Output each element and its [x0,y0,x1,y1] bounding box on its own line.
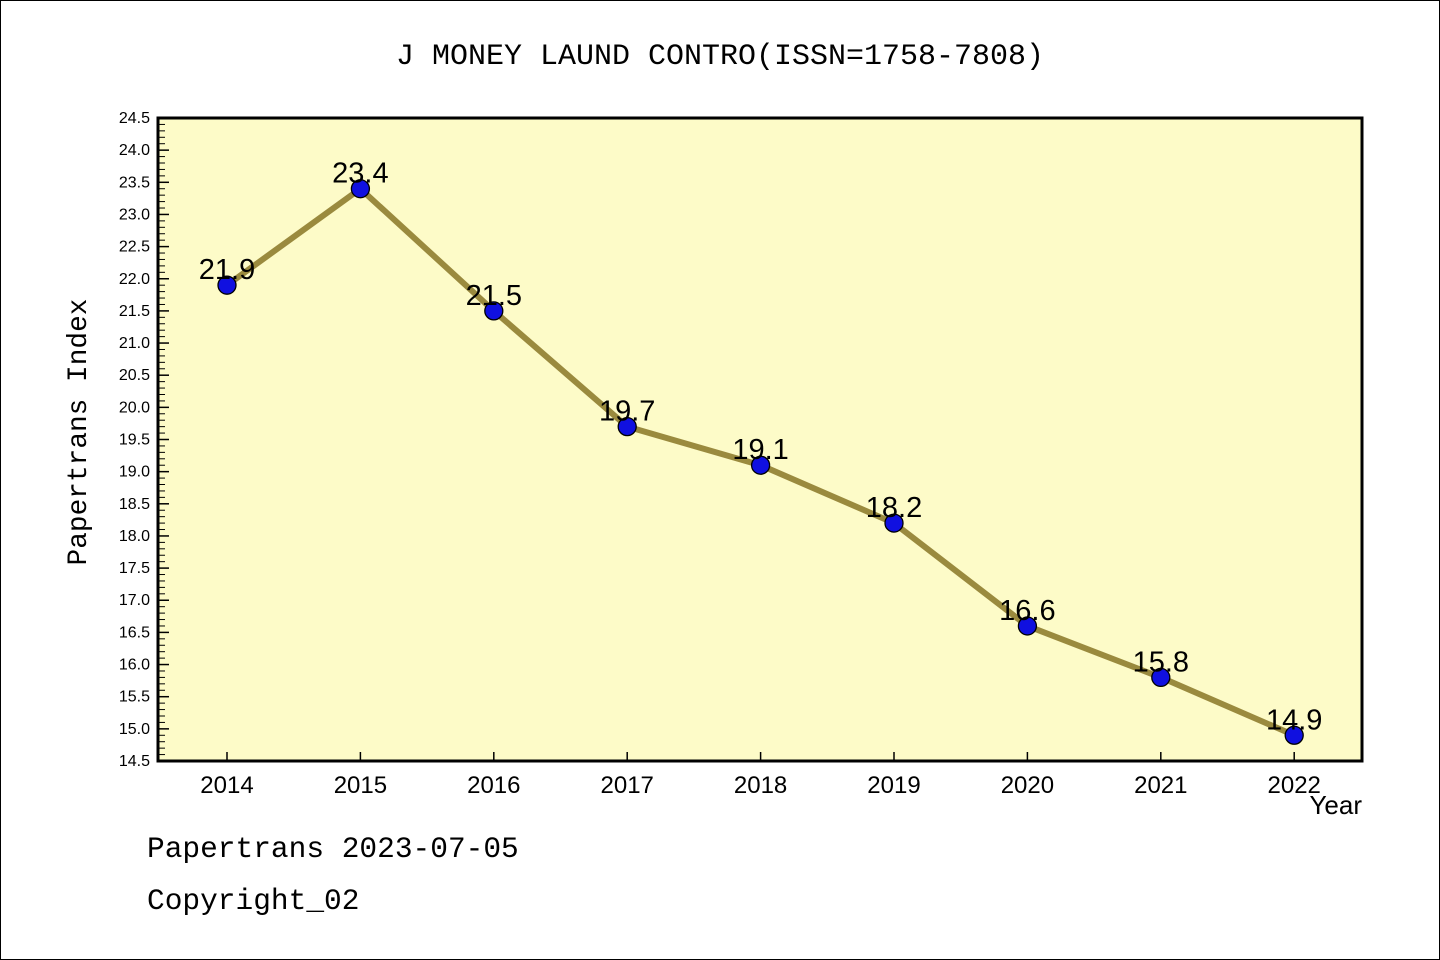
svg-text:17.0: 17.0 [119,592,150,609]
svg-text:2018: 2018 [734,772,787,799]
svg-text:Year: Year [1309,790,1362,820]
svg-text:24.5: 24.5 [119,110,150,127]
svg-text:22.5: 22.5 [119,239,150,256]
svg-text:19.1: 19.1 [732,434,788,466]
svg-text:20.0: 20.0 [119,399,150,416]
svg-text:18.2: 18.2 [866,492,922,524]
svg-text:15.8: 15.8 [1133,646,1189,678]
svg-text:Papertrans 2023-07-05: Papertrans 2023-07-05 [147,832,519,866]
svg-text:22.0: 22.0 [119,271,150,288]
svg-text:19.0: 19.0 [119,464,150,481]
svg-text:19.5: 19.5 [119,432,150,449]
svg-text:21.5: 21.5 [119,303,150,320]
svg-text:15.0: 15.0 [119,721,150,738]
svg-text:21.0: 21.0 [119,335,150,352]
svg-text:16.5: 16.5 [119,624,150,641]
svg-text:15.5: 15.5 [119,689,150,706]
svg-text:17.5: 17.5 [119,560,150,577]
svg-text:Papertrans Index: Papertrans Index [64,299,95,566]
svg-text:23.0: 23.0 [119,206,150,223]
svg-text:2015: 2015 [334,772,387,799]
svg-text:23.5: 23.5 [119,174,150,191]
svg-text:23.4: 23.4 [332,158,388,190]
svg-text:2014: 2014 [200,772,253,799]
svg-text:20.5: 20.5 [119,367,150,384]
svg-text:2019: 2019 [867,772,920,799]
svg-text:21.9: 21.9 [199,254,255,286]
svg-text:2020: 2020 [1001,772,1054,799]
svg-text:16.0: 16.0 [119,657,150,674]
svg-text:21.5: 21.5 [466,280,522,312]
svg-text:14.5: 14.5 [119,753,150,770]
svg-text:16.6: 16.6 [999,595,1055,627]
svg-text:Copyright_02: Copyright_02 [147,884,359,918]
svg-text:2016: 2016 [467,772,520,799]
svg-text:18.5: 18.5 [119,496,150,513]
svg-text:18.0: 18.0 [119,528,150,545]
svg-text:14.9: 14.9 [1266,704,1322,736]
svg-text:2021: 2021 [1134,772,1187,799]
svg-text:24.0: 24.0 [119,142,150,159]
svg-text:19.7: 19.7 [599,396,655,428]
svg-text:2017: 2017 [601,772,654,799]
